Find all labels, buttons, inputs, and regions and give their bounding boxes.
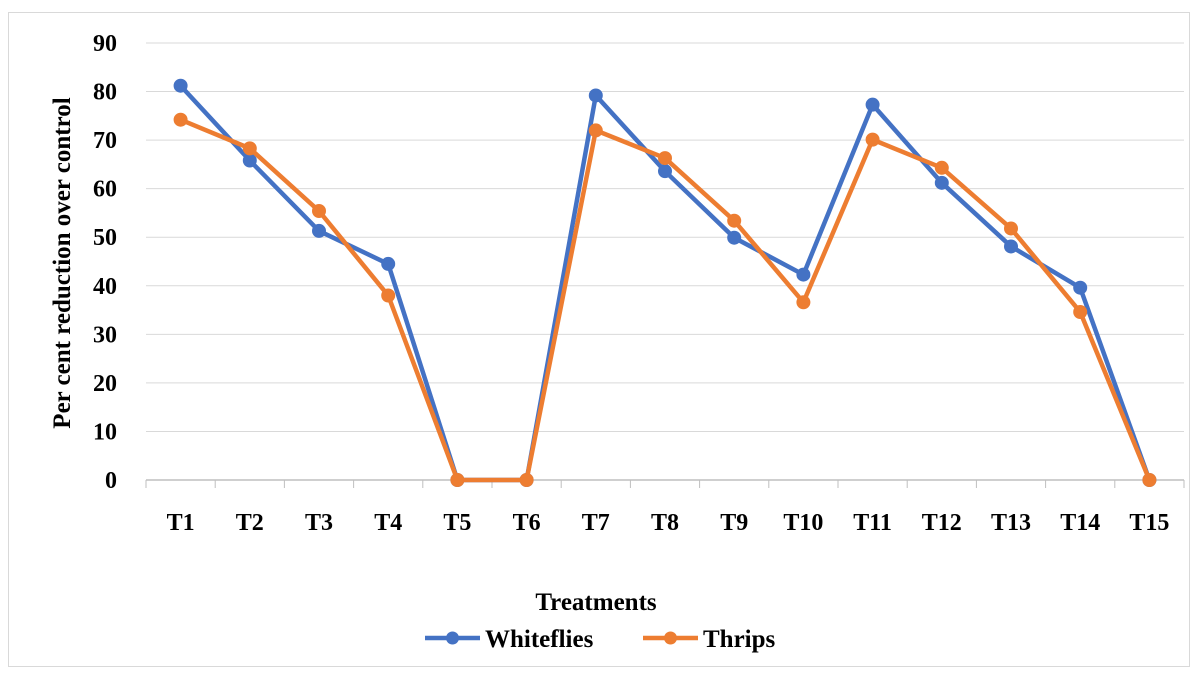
- legend-label: Whiteflies: [485, 626, 594, 653]
- x-tick-label: T8: [651, 510, 679, 536]
- x-tick-label: T12: [922, 510, 962, 536]
- series-group: [173, 78, 1157, 487]
- data-point: [173, 78, 188, 93]
- y-tick-label: 20: [93, 371, 117, 397]
- data-point: [727, 230, 742, 245]
- y-tick-label: 70: [93, 128, 117, 154]
- data-point: [242, 141, 257, 156]
- x-tick-label: T6: [513, 510, 541, 536]
- y-tick-label: 90: [93, 31, 117, 57]
- x-tick-label: T5: [443, 510, 471, 536]
- data-point: [381, 288, 396, 303]
- x-tick-label: T10: [783, 510, 823, 536]
- y-tick-labels: 0 10 20 30 40 50 60 70 80 90: [93, 31, 117, 494]
- y-tick-label: 60: [93, 177, 117, 203]
- data-point: [588, 123, 603, 138]
- series-line: [178, 83, 1152, 483]
- x-tick-label: T14: [1060, 510, 1100, 536]
- y-tick-label: 50: [93, 225, 117, 251]
- data-point: [934, 175, 949, 190]
- chart-frame: [8, 12, 1190, 667]
- data-point: [381, 256, 396, 271]
- data-point: [1142, 473, 1157, 487]
- data-point: [796, 267, 811, 282]
- y-tick-label: 40: [93, 274, 117, 300]
- data-point: [312, 204, 326, 219]
- x-tick-labels: T1 T2 T3 T4 T5 T6 T7 T8 T9 T10 T11 T12 T13 T14 T15: [167, 510, 1170, 536]
- data-point: [796, 295, 811, 310]
- x-tick-label: T4: [374, 510, 402, 536]
- data-point: [934, 160, 949, 175]
- x-tick-label: T3: [305, 510, 333, 536]
- y-tick-label: 30: [93, 322, 117, 348]
- legend-item-whiteflies: Whiteflies: [425, 626, 594, 653]
- legend-marker: [446, 631, 459, 645]
- data-point: [588, 88, 603, 103]
- data-point: [658, 151, 672, 166]
- x-tick-label: T1: [167, 510, 195, 536]
- data-point: [242, 153, 257, 168]
- legend-item-thrips: Thrips: [643, 626, 776, 653]
- data-point: [727, 213, 742, 228]
- y-tick-label: 80: [93, 80, 117, 106]
- x-tick-label: T11: [853, 510, 892, 536]
- x-tick-label: T2: [236, 510, 264, 536]
- legend-marker: [664, 631, 677, 645]
- data-point: [312, 223, 326, 238]
- data-point: [173, 112, 188, 127]
- data-point: [865, 97, 880, 112]
- data-point: [450, 473, 465, 487]
- legend: Whiteflies Thrips: [425, 626, 776, 653]
- data-point: [1004, 239, 1018, 254]
- legend-label: Thrips: [703, 626, 776, 653]
- x-tick-label: T15: [1129, 510, 1169, 536]
- data-point: [658, 164, 672, 179]
- y-axis-title: Per cent reduction over control: [49, 97, 76, 428]
- x-tick-label: T7: [582, 510, 610, 536]
- data-point: [865, 132, 880, 147]
- data-point: [1004, 221, 1018, 236]
- x-tick-label: T9: [720, 510, 748, 536]
- x-axis: [145, 479, 1185, 488]
- y-tick-label: 10: [93, 419, 117, 445]
- x-tick-label: T13: [991, 510, 1031, 536]
- y-tick-label: 0: [105, 468, 117, 494]
- series-thrips: [173, 112, 1157, 487]
- gridlines: [146, 42, 1184, 432]
- data-point: [1073, 304, 1088, 319]
- data-point: [1073, 280, 1088, 295]
- data-point: [519, 473, 534, 487]
- x-axis-title: Treatments: [535, 589, 657, 616]
